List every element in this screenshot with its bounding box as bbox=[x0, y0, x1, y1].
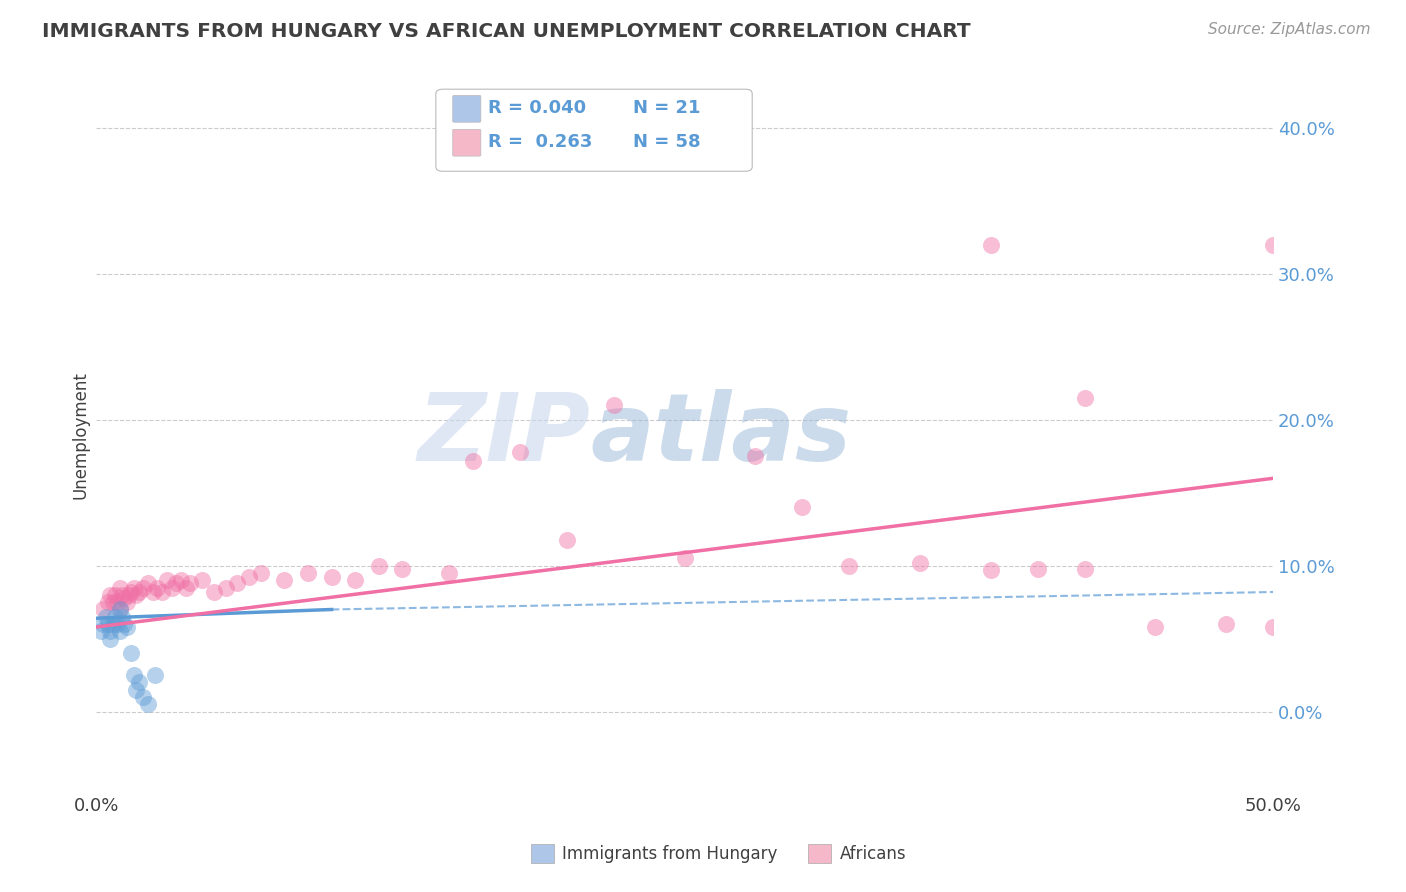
Text: atlas: atlas bbox=[591, 389, 852, 481]
Point bbox=[461, 454, 484, 468]
Point bbox=[101, 595, 124, 609]
Point bbox=[238, 570, 260, 584]
Point bbox=[165, 576, 187, 591]
Point bbox=[132, 581, 155, 595]
Point bbox=[321, 570, 343, 584]
Point bbox=[115, 620, 138, 634]
Point bbox=[160, 581, 183, 595]
Y-axis label: Unemployment: Unemployment bbox=[72, 371, 89, 499]
Point bbox=[118, 588, 141, 602]
Point bbox=[156, 574, 179, 588]
Point bbox=[97, 595, 120, 609]
Point bbox=[1261, 620, 1284, 634]
Point bbox=[91, 602, 114, 616]
Point bbox=[792, 500, 814, 515]
Point bbox=[125, 682, 148, 697]
Point bbox=[91, 617, 114, 632]
Point bbox=[121, 585, 143, 599]
Text: ZIP: ZIP bbox=[418, 389, 591, 481]
Point bbox=[980, 563, 1002, 577]
Point bbox=[1026, 562, 1049, 576]
Point bbox=[98, 632, 121, 646]
Point bbox=[1144, 620, 1167, 634]
Point bbox=[603, 399, 626, 413]
Point bbox=[273, 574, 295, 588]
Point bbox=[1215, 617, 1237, 632]
Point bbox=[150, 585, 173, 599]
Point bbox=[111, 588, 134, 602]
Point bbox=[98, 624, 121, 639]
Text: Africans: Africans bbox=[839, 845, 905, 863]
Point bbox=[1261, 238, 1284, 252]
Point bbox=[391, 562, 413, 576]
Point bbox=[191, 574, 214, 588]
Point bbox=[136, 576, 159, 591]
Point bbox=[132, 690, 155, 704]
Point bbox=[673, 551, 696, 566]
Point bbox=[104, 609, 127, 624]
Point bbox=[108, 602, 131, 616]
Point bbox=[122, 581, 145, 595]
Point bbox=[112, 591, 135, 605]
Point bbox=[226, 576, 249, 591]
Point bbox=[143, 668, 166, 682]
Point bbox=[509, 445, 531, 459]
Text: Source: ZipAtlas.com: Source: ZipAtlas.com bbox=[1208, 22, 1371, 37]
Point bbox=[108, 581, 131, 595]
Point bbox=[439, 566, 461, 580]
Point bbox=[112, 617, 135, 632]
Point bbox=[98, 588, 121, 602]
Point bbox=[744, 450, 766, 464]
Text: IMMIGRANTS FROM HUNGARY VS AFRICAN UNEMPLOYMENT CORRELATION CHART: IMMIGRANTS FROM HUNGARY VS AFRICAN UNEMP… bbox=[42, 22, 970, 41]
Point bbox=[555, 533, 578, 547]
Text: R =  0.263: R = 0.263 bbox=[488, 133, 592, 151]
Point bbox=[838, 558, 860, 573]
Point bbox=[170, 574, 193, 588]
Point bbox=[1074, 391, 1097, 405]
Point bbox=[115, 595, 138, 609]
Text: N = 58: N = 58 bbox=[633, 133, 700, 151]
Point bbox=[174, 581, 197, 595]
Point bbox=[94, 609, 117, 624]
Point bbox=[97, 617, 120, 632]
Point bbox=[297, 566, 319, 580]
Point bbox=[125, 588, 148, 602]
Point bbox=[122, 668, 145, 682]
Point bbox=[101, 617, 124, 632]
Point bbox=[105, 617, 128, 632]
Point bbox=[146, 581, 169, 595]
Point bbox=[202, 585, 225, 599]
Point bbox=[250, 566, 273, 580]
Point bbox=[108, 602, 131, 616]
Point bbox=[105, 595, 128, 609]
Point bbox=[1074, 562, 1097, 576]
Point bbox=[121, 646, 143, 660]
Point bbox=[136, 698, 159, 712]
Point bbox=[980, 238, 1002, 252]
Point bbox=[108, 624, 131, 639]
Text: Immigrants from Hungary: Immigrants from Hungary bbox=[562, 845, 778, 863]
Point bbox=[367, 558, 389, 573]
Point bbox=[214, 581, 236, 595]
Point bbox=[111, 609, 134, 624]
Point bbox=[104, 588, 127, 602]
Point bbox=[90, 624, 112, 639]
Point bbox=[908, 556, 931, 570]
Point bbox=[128, 585, 150, 599]
Text: R = 0.040: R = 0.040 bbox=[488, 99, 586, 117]
Point bbox=[344, 574, 367, 588]
Text: N = 21: N = 21 bbox=[633, 99, 700, 117]
Point bbox=[142, 585, 165, 599]
Point bbox=[128, 675, 150, 690]
Point bbox=[179, 576, 201, 591]
